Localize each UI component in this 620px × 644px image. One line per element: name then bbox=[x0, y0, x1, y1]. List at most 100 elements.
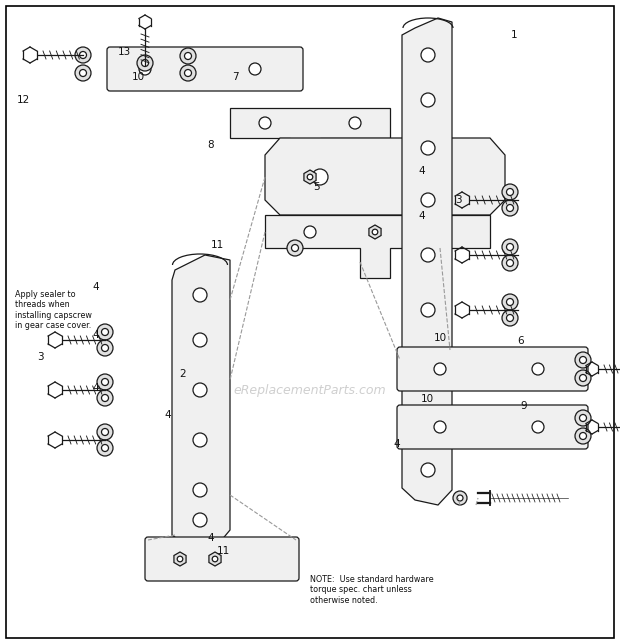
Circle shape bbox=[580, 415, 587, 422]
Circle shape bbox=[185, 70, 192, 77]
Circle shape bbox=[307, 174, 313, 180]
Circle shape bbox=[580, 357, 587, 363]
FancyBboxPatch shape bbox=[397, 347, 588, 391]
Polygon shape bbox=[209, 552, 221, 566]
Circle shape bbox=[79, 70, 87, 77]
Text: 3: 3 bbox=[37, 352, 43, 363]
Text: 6: 6 bbox=[518, 336, 524, 346]
Circle shape bbox=[97, 374, 113, 390]
Text: 7: 7 bbox=[232, 72, 239, 82]
Circle shape bbox=[193, 333, 207, 347]
Circle shape bbox=[421, 303, 435, 317]
Polygon shape bbox=[369, 225, 381, 239]
Text: 4: 4 bbox=[93, 383, 99, 393]
Polygon shape bbox=[434, 225, 446, 239]
Circle shape bbox=[102, 395, 108, 401]
Text: 8: 8 bbox=[208, 140, 214, 150]
Circle shape bbox=[421, 413, 435, 427]
Circle shape bbox=[432, 169, 448, 185]
FancyBboxPatch shape bbox=[107, 47, 303, 91]
Circle shape bbox=[453, 491, 467, 505]
Circle shape bbox=[102, 345, 108, 352]
Circle shape bbox=[97, 390, 113, 406]
Circle shape bbox=[575, 352, 591, 368]
Text: 11: 11 bbox=[210, 240, 224, 250]
Circle shape bbox=[137, 55, 153, 71]
Circle shape bbox=[421, 248, 435, 262]
Circle shape bbox=[434, 421, 446, 433]
Text: 5: 5 bbox=[313, 182, 319, 192]
Text: 4: 4 bbox=[93, 330, 99, 340]
Circle shape bbox=[180, 65, 196, 81]
Circle shape bbox=[421, 358, 435, 372]
Text: eReplacementParts.com: eReplacementParts.com bbox=[234, 383, 386, 397]
Circle shape bbox=[97, 424, 113, 440]
Circle shape bbox=[502, 255, 518, 271]
Circle shape bbox=[502, 200, 518, 216]
FancyBboxPatch shape bbox=[397, 405, 588, 449]
Circle shape bbox=[287, 240, 303, 256]
Circle shape bbox=[575, 428, 591, 444]
Text: 13: 13 bbox=[117, 46, 131, 57]
Text: 4: 4 bbox=[93, 281, 99, 292]
Circle shape bbox=[532, 363, 544, 375]
Circle shape bbox=[193, 383, 207, 397]
Circle shape bbox=[421, 193, 435, 207]
Circle shape bbox=[432, 224, 448, 240]
Circle shape bbox=[141, 59, 149, 66]
Polygon shape bbox=[304, 170, 316, 184]
Circle shape bbox=[507, 205, 513, 211]
Circle shape bbox=[312, 169, 328, 185]
Text: 4: 4 bbox=[418, 166, 425, 176]
Circle shape bbox=[304, 226, 316, 238]
Circle shape bbox=[502, 294, 518, 310]
Circle shape bbox=[212, 556, 218, 562]
Circle shape bbox=[349, 117, 361, 129]
Circle shape bbox=[502, 239, 518, 255]
Text: 4: 4 bbox=[394, 439, 400, 450]
Circle shape bbox=[502, 184, 518, 200]
Text: 4: 4 bbox=[418, 211, 425, 221]
Circle shape bbox=[457, 495, 463, 501]
Circle shape bbox=[421, 48, 435, 62]
Circle shape bbox=[79, 52, 87, 59]
Circle shape bbox=[421, 93, 435, 107]
Circle shape bbox=[193, 513, 207, 527]
Polygon shape bbox=[265, 215, 490, 278]
Text: 12: 12 bbox=[17, 95, 30, 105]
Circle shape bbox=[102, 444, 108, 451]
Text: 2: 2 bbox=[180, 368, 186, 379]
Polygon shape bbox=[174, 552, 186, 566]
FancyBboxPatch shape bbox=[145, 537, 299, 581]
Circle shape bbox=[291, 245, 298, 252]
Circle shape bbox=[185, 53, 192, 59]
Circle shape bbox=[507, 189, 513, 196]
Circle shape bbox=[532, 421, 544, 433]
Circle shape bbox=[575, 370, 591, 386]
Text: Apply sealer to
threads when
installing capscrew
in gear case cover.: Apply sealer to threads when installing … bbox=[15, 290, 92, 330]
Text: 4: 4 bbox=[208, 533, 214, 543]
Circle shape bbox=[97, 440, 113, 456]
Polygon shape bbox=[402, 18, 452, 505]
Circle shape bbox=[507, 260, 513, 267]
Circle shape bbox=[193, 288, 207, 302]
Circle shape bbox=[580, 375, 587, 381]
Text: 11: 11 bbox=[216, 545, 230, 556]
Circle shape bbox=[75, 47, 91, 63]
Circle shape bbox=[421, 463, 435, 477]
Circle shape bbox=[193, 483, 207, 497]
Circle shape bbox=[421, 141, 435, 155]
Polygon shape bbox=[230, 108, 390, 175]
Text: 10: 10 bbox=[433, 333, 447, 343]
Circle shape bbox=[434, 363, 446, 375]
Polygon shape bbox=[172, 255, 230, 548]
Text: 9: 9 bbox=[521, 401, 527, 411]
Circle shape bbox=[139, 63, 151, 75]
Circle shape bbox=[193, 433, 207, 447]
Circle shape bbox=[507, 314, 513, 321]
Circle shape bbox=[372, 229, 378, 235]
Circle shape bbox=[580, 433, 587, 439]
Circle shape bbox=[102, 379, 108, 386]
Text: 10: 10 bbox=[421, 394, 435, 404]
Circle shape bbox=[259, 117, 271, 129]
